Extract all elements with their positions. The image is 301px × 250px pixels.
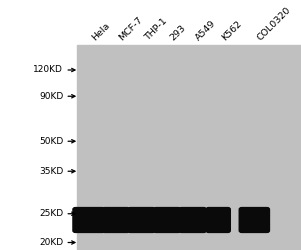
FancyBboxPatch shape (72, 207, 105, 233)
Text: 293: 293 (169, 23, 188, 42)
Text: Hela: Hela (90, 21, 112, 42)
FancyBboxPatch shape (102, 207, 130, 233)
FancyBboxPatch shape (238, 207, 270, 233)
Text: 35KD: 35KD (39, 167, 63, 176)
Text: 50KD: 50KD (39, 137, 63, 146)
FancyBboxPatch shape (127, 207, 156, 233)
FancyBboxPatch shape (205, 207, 231, 233)
Text: 20KD: 20KD (39, 238, 63, 247)
Text: A549: A549 (194, 19, 218, 42)
Text: COL0320: COL0320 (256, 6, 293, 43)
Text: 120KD: 120KD (33, 66, 63, 74)
Text: MCF-7: MCF-7 (117, 15, 144, 42)
Text: THP-1: THP-1 (143, 16, 169, 42)
Text: K562: K562 (220, 19, 243, 42)
Text: 25KD: 25KD (39, 209, 63, 218)
Text: 90KD: 90KD (39, 92, 63, 101)
Bar (77, 45, 301, 250)
FancyBboxPatch shape (178, 207, 207, 233)
FancyBboxPatch shape (153, 207, 181, 233)
